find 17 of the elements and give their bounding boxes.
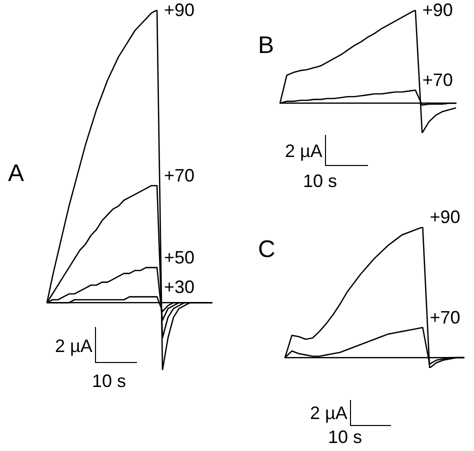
series-label: +50: [164, 248, 195, 268]
series-label: +70: [164, 166, 195, 186]
annotation: 2 µA: [55, 336, 92, 356]
text: 10 s: [328, 427, 362, 447]
text: 10 s: [303, 171, 338, 191]
series-label: +90: [422, 0, 453, 20]
series-label: +70: [430, 307, 460, 328]
text: B: [258, 32, 274, 59]
text: 10 s: [92, 371, 126, 391]
series-label: +70: [422, 70, 453, 90]
chart-title: C: [258, 236, 276, 263]
series-label: +30: [164, 276, 195, 297]
series-label: +90: [430, 206, 460, 227]
series-label: +90: [164, 0, 195, 20]
text: 2 µA: [310, 403, 348, 423]
text: A: [8, 160, 24, 187]
text: 2 µA: [285, 141, 322, 161]
